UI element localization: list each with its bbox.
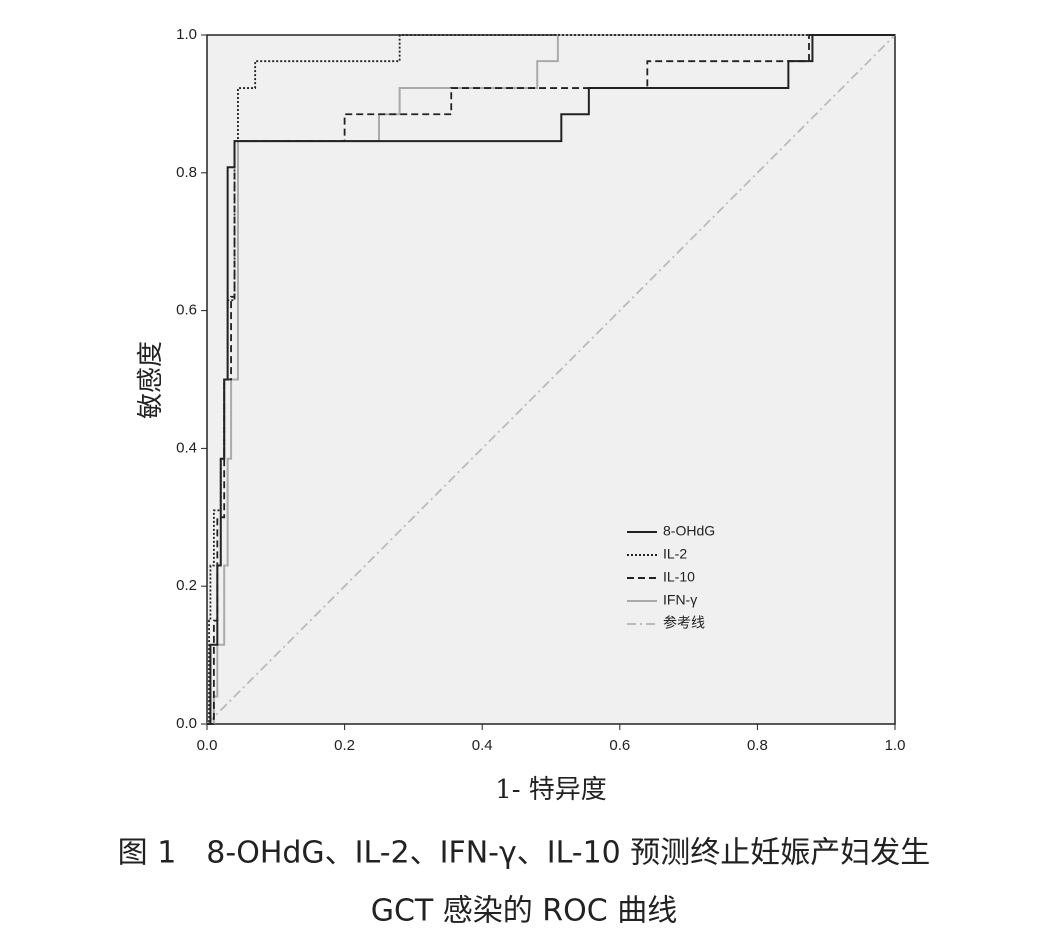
x-tick-label: 1.0: [885, 737, 906, 754]
legend-label: IFN-γ: [663, 592, 697, 608]
x-tick-label: 0.0: [197, 737, 218, 754]
legend-label: IL-10: [663, 569, 695, 585]
legend-label: 8-OHdG: [663, 523, 715, 539]
y-tick-label: 0.8: [176, 164, 197, 181]
caption-line: 图 1 8-OHdG、IL-2、IFN-γ、IL-10 预测终止妊娠产妇发生: [118, 836, 931, 871]
x-tick-label: 0.8: [747, 737, 768, 754]
y-tick-label: 0.0: [176, 715, 197, 732]
legend-label: 参考线: [663, 615, 705, 631]
x-axis-label: 1- 特异度: [495, 775, 607, 805]
x-tick-label: 0.6: [609, 737, 630, 754]
y-tick-label: 0.4: [176, 439, 197, 456]
y-tick-label: 0.2: [176, 577, 197, 594]
roc-curve: [207, 34, 895, 725]
y-tick-label: 1.0: [176, 26, 197, 43]
legend-label: IL-2: [663, 546, 687, 562]
caption-line: GCT 感染的 ROC 曲线: [371, 894, 678, 929]
y-axis-label: 敏感度: [136, 341, 166, 419]
roc-curve: [207, 34, 895, 725]
roc-curve: [207, 34, 895, 725]
x-tick-label: 0.4: [472, 737, 493, 754]
y-tick-label: 0.6: [176, 302, 197, 319]
x-tick-label: 0.2: [334, 737, 355, 754]
roc-curve: [206, 34, 896, 725]
